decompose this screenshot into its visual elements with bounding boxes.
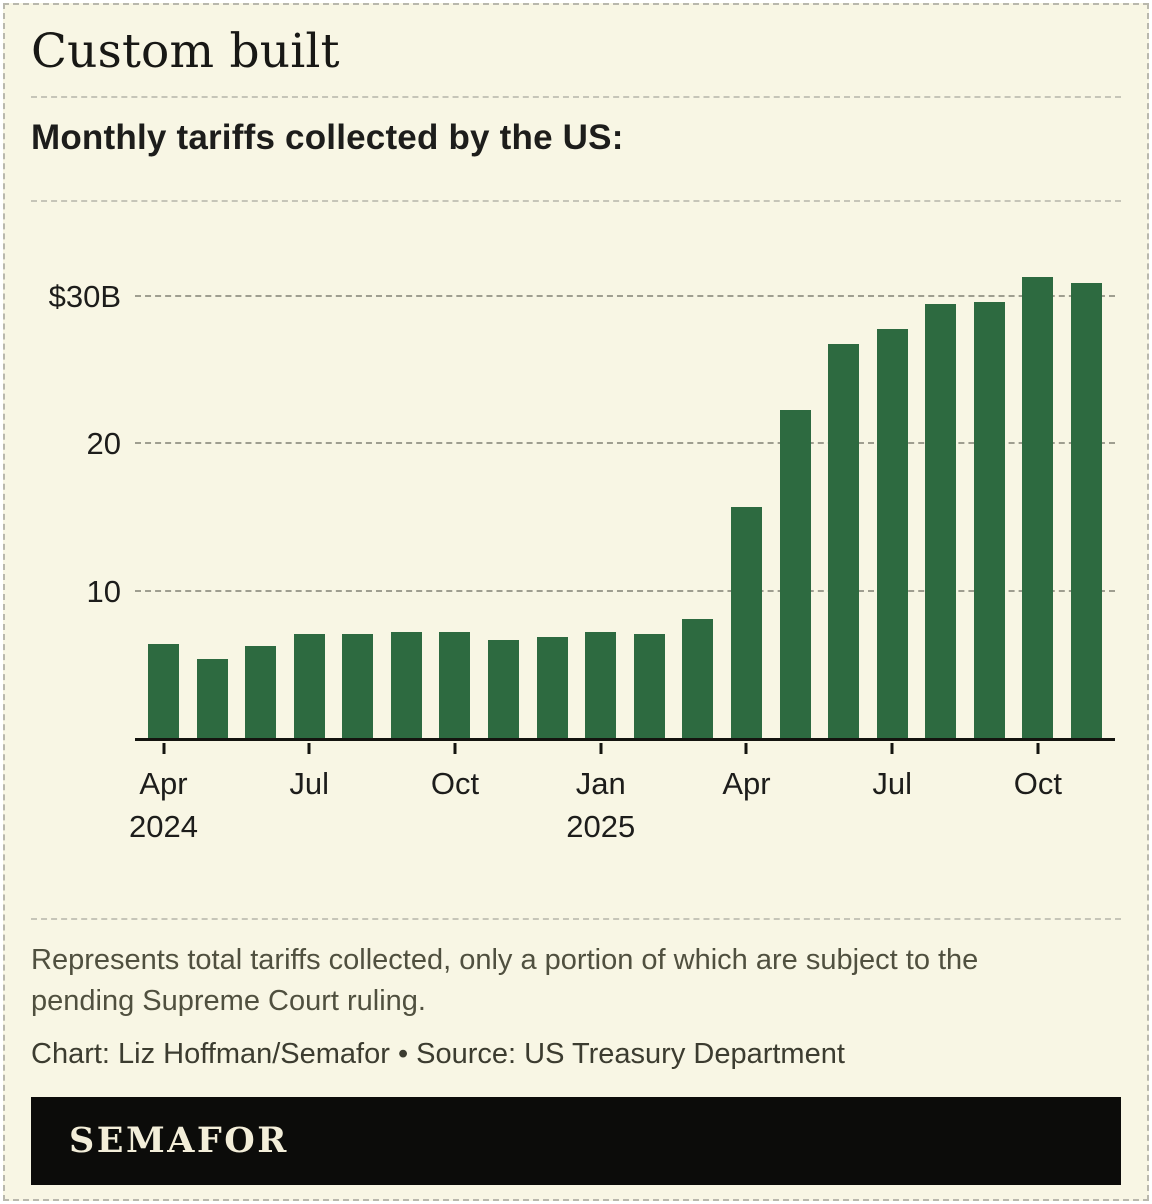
x-axis-label: Apr bbox=[722, 762, 770, 805]
y-axis-label: 20 bbox=[86, 426, 121, 462]
divider bbox=[31, 918, 1121, 921]
x-tick-mark bbox=[1036, 743, 1040, 755]
x-tick-mark bbox=[744, 743, 748, 755]
y-axis-label: 10 bbox=[86, 574, 121, 610]
x-axis-month: Jul bbox=[872, 766, 912, 802]
divider bbox=[31, 200, 1121, 203]
x-axis-month: Oct bbox=[430, 766, 480, 802]
x-axis-label: Jul bbox=[872, 762, 912, 805]
chart-card: Custom built Monthly tariffs collected b… bbox=[3, 3, 1149, 1201]
chart-subtitle: Monthly tariffs collected by the US: bbox=[31, 118, 624, 158]
bar-jul-2025 bbox=[876, 329, 908, 741]
semafor-logo: SEMAFOR bbox=[69, 1120, 289, 1162]
bar-nov-2024 bbox=[488, 639, 520, 741]
bar-dec-2024 bbox=[536, 636, 568, 741]
y-axis-label: $30B bbox=[48, 278, 121, 314]
x-axis-month: Jan bbox=[575, 766, 626, 802]
bar-apr-2024 bbox=[148, 644, 179, 741]
x-axis-year: 2024 bbox=[129, 809, 198, 845]
bar-may-2024 bbox=[196, 658, 228, 741]
x-tick-mark bbox=[307, 743, 311, 755]
plot-area: 10 20 $30B Apr 2024 Jul Oct Jan 2025 Apr Jul Oct bbox=[49, 240, 1115, 844]
x-tick-mark bbox=[453, 743, 457, 755]
chart-credit: Chart: Liz Hoffman/Semafor • Source: US … bbox=[31, 1037, 845, 1070]
x-axis-label: Apr 2024 bbox=[129, 762, 198, 848]
bar-jun-2025 bbox=[828, 343, 860, 741]
bar-sep-2024 bbox=[390, 632, 422, 741]
bar-aug-2024 bbox=[342, 633, 374, 741]
x-axis-label: Jan 2025 bbox=[566, 762, 635, 848]
x-axis-month: Oct bbox=[1013, 766, 1063, 802]
bar-chart: 10 20 $30B Apr 2024 Jul Oct Jan 2025 Apr Jul Oct bbox=[31, 240, 1121, 844]
gridline-10 bbox=[135, 590, 1115, 593]
x-axis-month: Apr bbox=[722, 766, 771, 802]
divider bbox=[31, 96, 1121, 99]
bar-oct-2025 bbox=[1022, 277, 1054, 741]
bar-mar-2025 bbox=[682, 619, 714, 741]
page-title: Custom built bbox=[31, 24, 340, 79]
bar-apr-2025 bbox=[730, 506, 762, 741]
x-axis-label: Oct bbox=[431, 762, 479, 805]
bar-sep-2025 bbox=[973, 302, 1005, 741]
x-tick-mark bbox=[162, 743, 165, 755]
x-axis-line bbox=[135, 738, 1115, 742]
bar-jul-2024 bbox=[293, 633, 325, 741]
gridline-20 bbox=[135, 442, 1115, 445]
bar-jun-2024 bbox=[245, 645, 277, 741]
x-tick-mark bbox=[599, 743, 603, 755]
gridline-30 bbox=[135, 294, 1115, 297]
x-axis-month: Jul bbox=[289, 766, 330, 802]
x-axis-label: Jul bbox=[289, 762, 329, 805]
x-axis-year: 2025 bbox=[566, 809, 636, 845]
bar-aug-2025 bbox=[925, 303, 957, 741]
bar-nov-2025 bbox=[1071, 283, 1102, 741]
bar-feb-2025 bbox=[633, 633, 665, 741]
bar-jan-2025 bbox=[585, 632, 617, 741]
footer-bar: SEMAFOR bbox=[31, 1096, 1121, 1185]
x-tick-mark bbox=[890, 743, 894, 755]
bar-may-2025 bbox=[779, 410, 811, 741]
x-axis-label: Oct bbox=[1014, 762, 1062, 805]
bar-oct-2024 bbox=[439, 632, 471, 741]
chart-footnote: Represents total tariffs collected, only… bbox=[31, 944, 979, 1017]
x-axis-month: Apr bbox=[139, 766, 188, 802]
